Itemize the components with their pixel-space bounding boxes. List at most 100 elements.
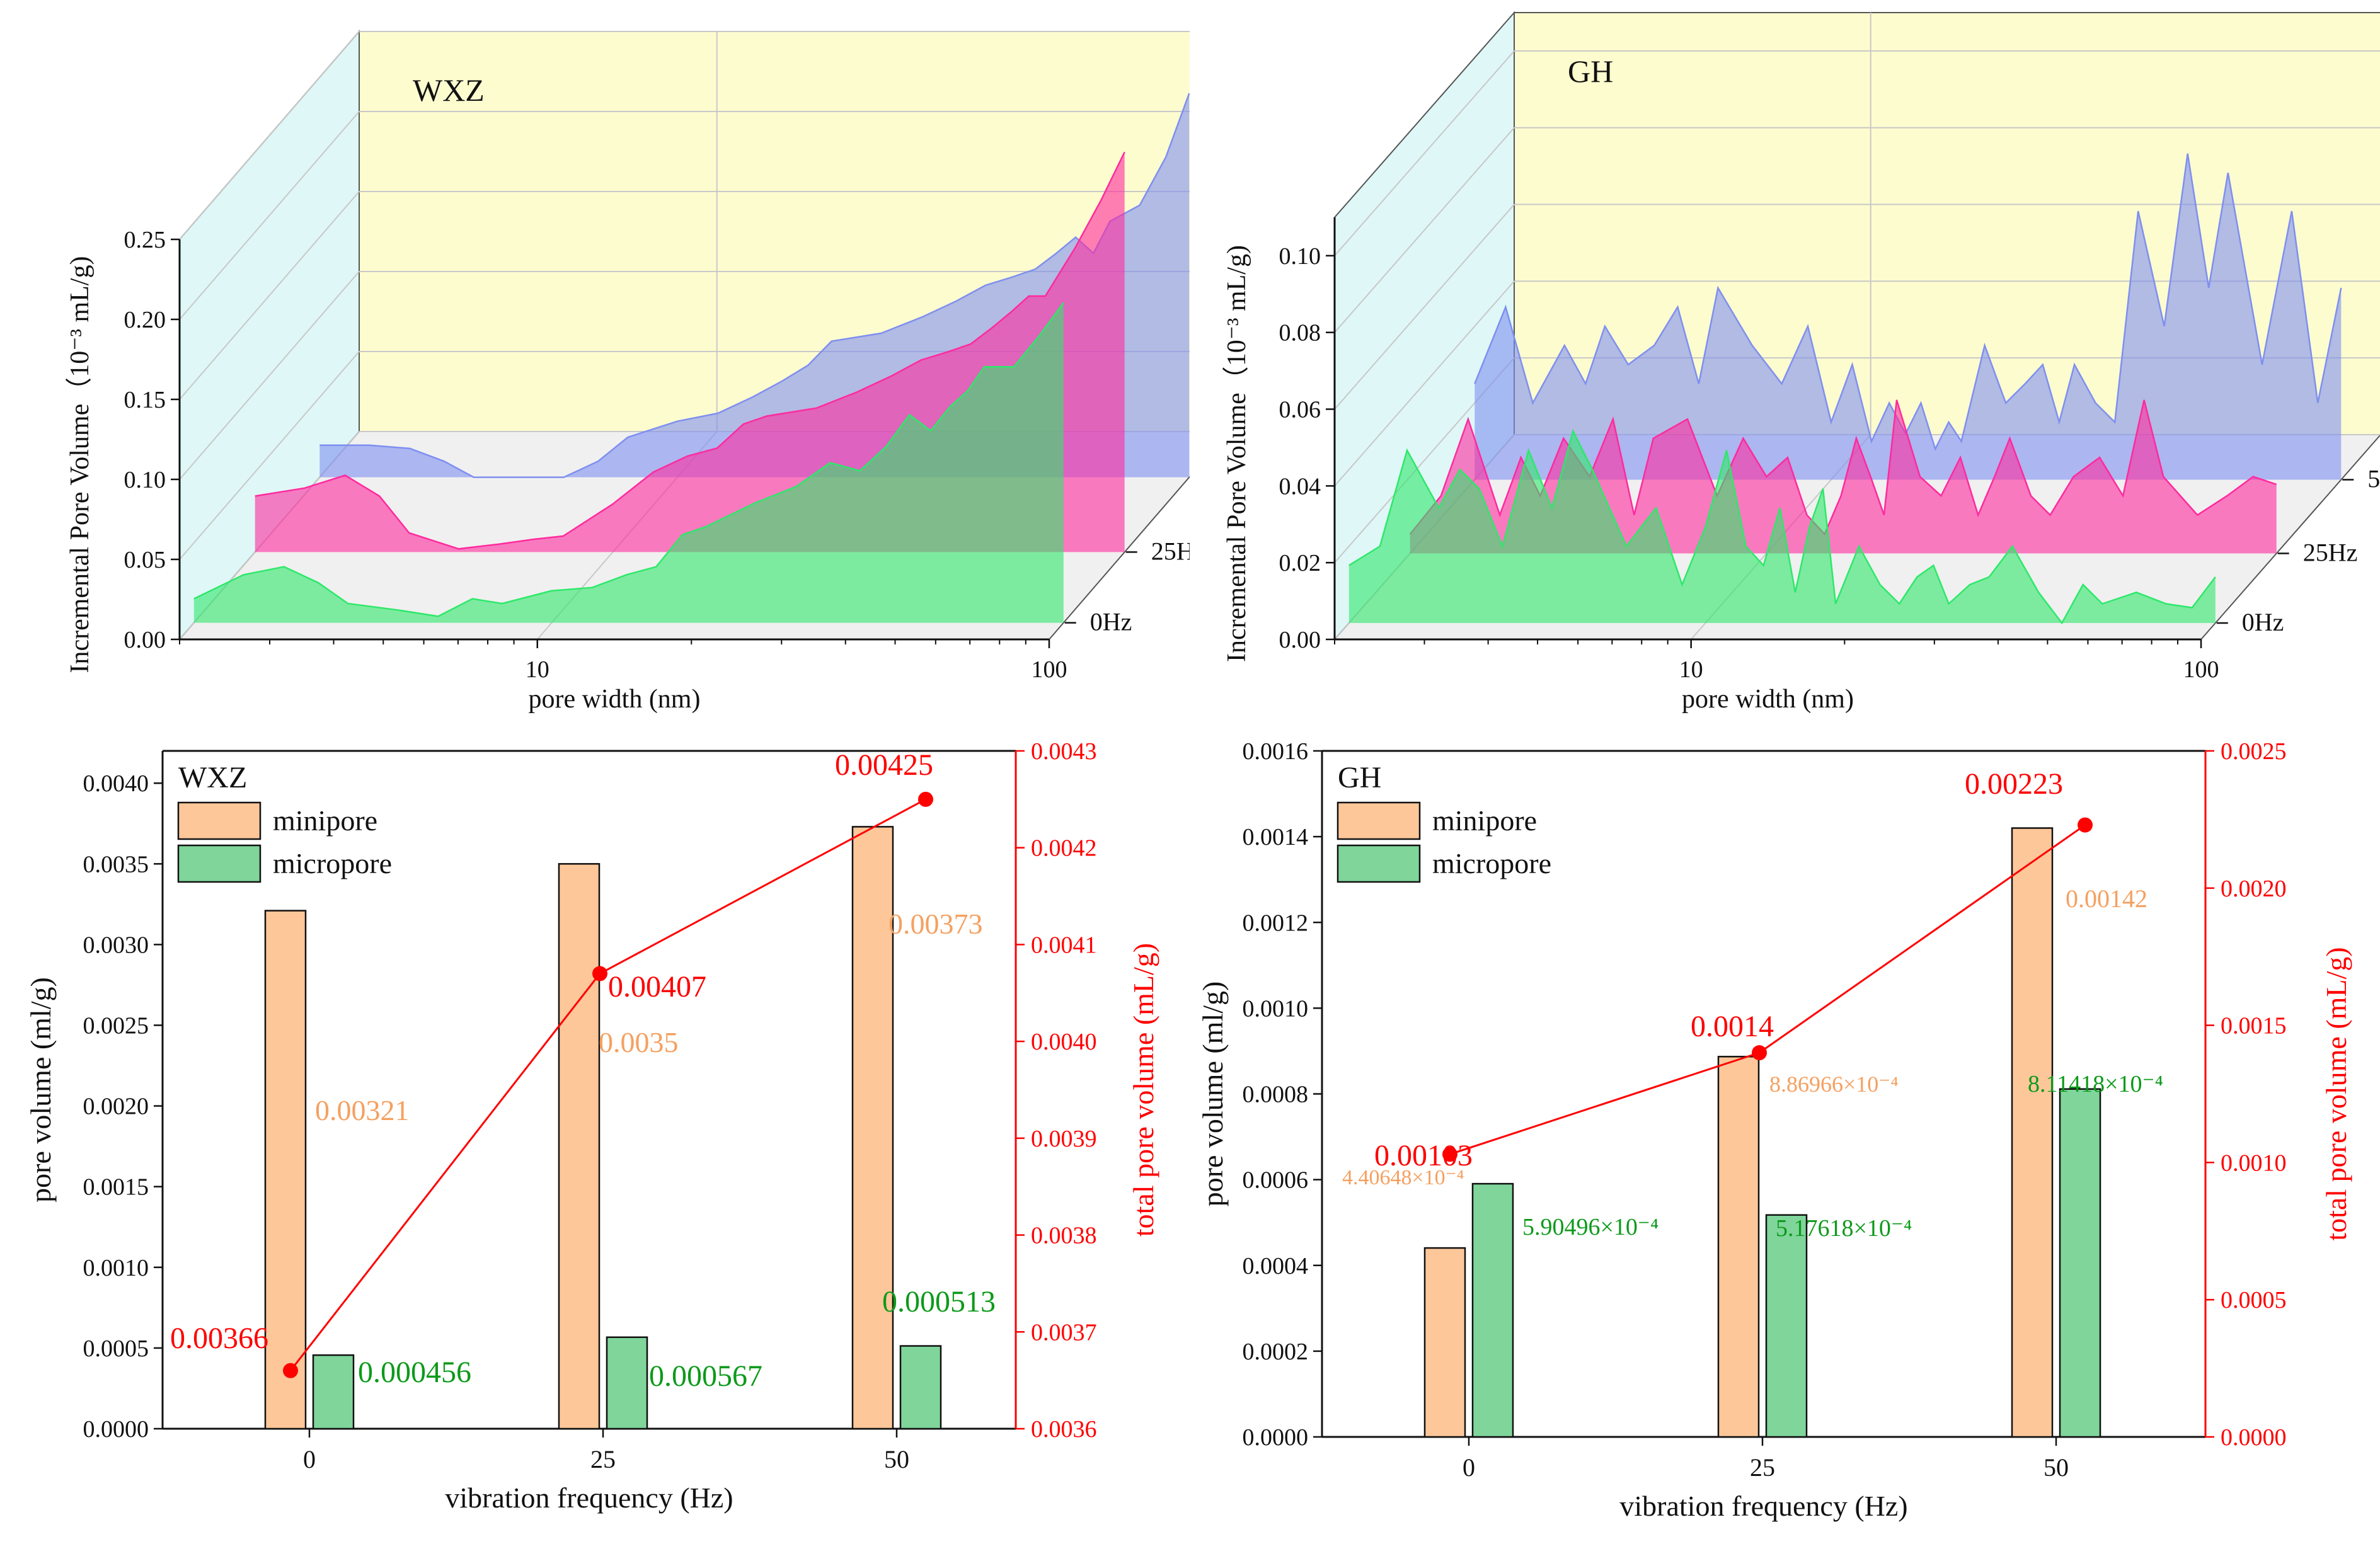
minipore-value-label: 0.0035 — [599, 1026, 679, 1058]
total-point — [1442, 1147, 1457, 1162]
minipore-value-label: 0.00373 — [888, 908, 983, 940]
x-axis-label: vibration frequency (Hz) — [445, 1482, 733, 1514]
y-right-tick-label: 0.0010 — [2221, 1150, 2287, 1176]
micropore-value-label: 5.90496×10⁻⁴ — [1522, 1214, 1659, 1240]
y-tick-label: 0.06 — [1279, 397, 1321, 423]
legend-label-minipore: minipore — [273, 804, 377, 837]
y-tick-label: 0.25 — [124, 227, 166, 253]
z-tick-label: 0Hz — [1090, 608, 1132, 636]
y-right-tick-label: 0.0037 — [1031, 1319, 1097, 1346]
y-tick-label: 0.0035 — [83, 851, 149, 878]
y-tick-label: 0.10 — [1279, 243, 1321, 270]
y-axis-label: pore volume (ml/g) — [25, 977, 57, 1203]
legend-label-micropore: micropore — [273, 847, 392, 879]
micropore-bar — [2059, 1088, 2101, 1438]
micropore-bar — [1471, 1182, 1514, 1438]
y-tick-label: 0.08 — [1279, 320, 1321, 346]
micropore-bar — [312, 1354, 355, 1430]
y-tick-label: 0.0010 — [1243, 995, 1309, 1022]
total-value-label: 0.00366 — [170, 1322, 268, 1355]
y-right-axis-label: total pore volume (mL/g) — [1127, 943, 1159, 1237]
y-tick-label: 0.0012 — [1243, 910, 1309, 936]
y-right-tick-label: 0.0000 — [2221, 1424, 2287, 1451]
x-tick-label: 0 — [1463, 1453, 1475, 1482]
x-tick-label: 100 — [2183, 656, 2219, 683]
x-tick-label: 100 — [1032, 656, 1067, 683]
micropore-bar — [1765, 1214, 1808, 1438]
z-tick-label: 25Hz — [1151, 537, 1190, 565]
total-point — [1752, 1045, 1767, 1061]
y-tick-label: 0.0000 — [83, 1416, 149, 1443]
y-right-tick-label: 0.0005 — [2221, 1287, 2287, 1313]
legend-label-micropore: micropore — [1432, 847, 1551, 879]
minipore-bar — [264, 910, 307, 1430]
micropore-value-label: 0.000567 — [649, 1359, 762, 1393]
ribbon-line-50Hz — [1474, 153, 2342, 452]
total-point — [2078, 817, 2093, 833]
micropore-value-label: 0.000513 — [882, 1285, 996, 1318]
micropore-bar — [606, 1336, 648, 1430]
y-tick-label: 0.05 — [124, 547, 166, 573]
total-value-label: 0.00407 — [608, 970, 706, 1004]
y-tick-label: 0.0004 — [1243, 1253, 1309, 1279]
micropore-bar — [899, 1345, 942, 1430]
y-tick-label: 0.0008 — [1243, 1082, 1309, 1108]
total-point — [592, 966, 607, 981]
y-right-tick-label: 0.0039 — [1031, 1126, 1097, 1152]
y-tick-label: 0.0015 — [83, 1174, 149, 1201]
left-wall-grid — [1334, 203, 1515, 410]
y-right-axis-label: total pore volume (mL/g) — [2320, 947, 2352, 1240]
minipore-bar — [1423, 1247, 1466, 1438]
y-tick-label: 0.02 — [1279, 550, 1321, 576]
y-tick-label: 0.0040 — [83, 770, 149, 797]
total-point — [283, 1363, 298, 1378]
chart-title: WXZ — [413, 72, 485, 108]
x-axis-label: pore width (nm) — [1682, 685, 1854, 714]
y-right-tick-label: 0.0040 — [1031, 1029, 1097, 1055]
x-tick-label: 25 — [590, 1445, 616, 1473]
chart-title: GH — [1338, 761, 1381, 794]
y-axis-label: Incremental Pore Volume（10⁻³ mL/g) — [1222, 245, 1251, 662]
z-tick-label: 0Hz — [2242, 608, 2284, 636]
left-wall-grid — [1334, 127, 1515, 333]
y-right-tick-label: 0.0020 — [2221, 876, 2287, 902]
left-wall-grid — [179, 351, 360, 560]
x-tick-label: 0 — [303, 1445, 316, 1473]
z-tick-label: 50Hz — [2367, 465, 2380, 493]
minipore-value-label: 0.00321 — [315, 1094, 410, 1126]
y-tick-label: 0.0010 — [83, 1255, 149, 1281]
y-tick-label: 0.0020 — [83, 1094, 149, 1120]
ribbon-line-25Hz — [255, 151, 1125, 550]
y-axis-label: Incremental Pore Volume（10⁻³ mL/g) — [66, 256, 95, 673]
ribbon-25Hz — [1410, 399, 2277, 554]
total-value-label: 0.00223 — [1965, 767, 2063, 801]
y-right-tick-label: 0.0036 — [1031, 1416, 1097, 1443]
left-wall-grid — [179, 271, 360, 480]
left-wall-grid — [179, 191, 360, 400]
minipore-value-label: 8.86966×10⁻⁴ — [1769, 1072, 1899, 1097]
chart-title: GH — [1568, 54, 1613, 89]
ribbon-line-0Hz — [193, 302, 1064, 617]
total-value-label: 0.0014 — [1691, 1010, 1774, 1043]
minipore-bar — [558, 863, 601, 1430]
minipore-bar — [851, 826, 894, 1430]
micropore-value-label: 5.17618×10⁻⁴ — [1776, 1215, 1912, 1242]
legend-label-minipore: minipore — [1432, 804, 1537, 837]
gh-3d-svg: 50Hz 25Hz 0Hz 0.00 0.02 0.04 0.06 0.08 0.10 10 100… — [1222, 11, 2380, 714]
x-tick-label: 25 — [1750, 1453, 1775, 1482]
y-tick-label: 0.20 — [124, 307, 166, 333]
x-tick-label: 50 — [884, 1445, 909, 1473]
z-tick-label: 25Hz — [2303, 539, 2358, 567]
left-wall-grid — [1334, 50, 1515, 256]
y-right-tick-label: 0.0042 — [1031, 835, 1097, 862]
ribbon-0Hz — [193, 302, 1064, 623]
y-right-tick-label: 0.0015 — [2221, 1013, 2287, 1039]
y-axis-label: pore volume (ml/g) — [1197, 981, 1229, 1207]
minipore-bar — [1717, 1056, 1760, 1438]
y-tick-label: 0.00 — [124, 627, 166, 653]
x-tick-label: 10 — [1679, 656, 1703, 683]
wxz-bar-chart: 0.0000 0.0005 0.0010 0.0015 0.0020 0.0025 0.00… — [0, 724, 1190, 1541]
x-axis-label: vibration frequency (Hz) — [1619, 1490, 1907, 1522]
legend-swatch-minipore — [1337, 801, 1421, 840]
y-tick-label: 0.15 — [124, 387, 166, 413]
